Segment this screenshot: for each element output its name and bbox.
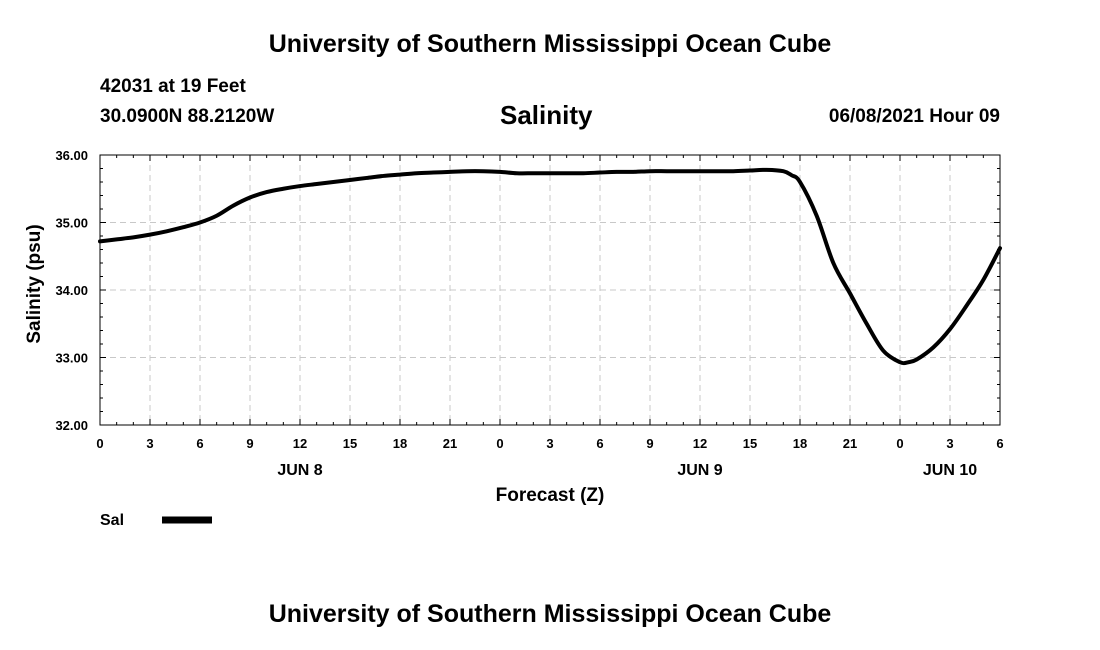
y-tick-label: 33.00	[55, 351, 88, 366]
x-tick-label: 0	[496, 436, 503, 451]
grid-lines	[100, 155, 1000, 425]
x-tick-label: 15	[343, 436, 357, 451]
y-tick-label: 34.00	[55, 283, 88, 298]
footer-title: University of Southern Mississippi Ocean…	[268, 600, 832, 628]
x-tick-label: 18	[393, 436, 407, 451]
x-tick-label: 6	[196, 436, 203, 451]
axis-tick-labels: 0 3 6 9 12 15 18 21 0 3 6 9 12 15 18 21 0 3 6 32.00 33.00 34.…	[55, 148, 1003, 479]
date-label: JUN 9	[677, 462, 722, 479]
date-label: JUN 8	[277, 462, 322, 479]
chart-title: Salinity	[500, 100, 593, 130]
y-tick-label: 32.00	[55, 418, 88, 433]
x-tick-label: 9	[646, 436, 653, 451]
datetime-label: 06/08/2021 Hour 09	[828, 106, 1000, 127]
x-tick-label: 12	[693, 436, 707, 451]
legend: Sal	[100, 512, 212, 529]
series-line-sal	[98, 167, 1002, 366]
x-tick-label: 12	[293, 436, 307, 451]
x-tick-label: 21	[843, 436, 857, 451]
y-tick-label: 36.00	[55, 148, 88, 163]
station-label: 42031 at 19 Feet	[100, 76, 246, 97]
x-tick-label: 21	[443, 436, 457, 451]
x-tick-label: 3	[146, 436, 153, 451]
x-tick-label: 0	[96, 436, 103, 451]
header-title: University of Southern Mississippi Ocean…	[268, 30, 832, 58]
x-axis-title: Forecast (Z)	[496, 485, 605, 506]
coordinates-label: 30.0900N 88.2120W	[100, 106, 275, 127]
x-tick-label: 18	[793, 436, 807, 451]
x-tick-label: 6	[596, 436, 603, 451]
plot-frame	[99, 154, 1001, 426]
series-layer	[98, 167, 1002, 366]
legend-label: Sal	[100, 512, 124, 529]
x-tick-label: 0	[896, 436, 903, 451]
x-tick-label: 3	[946, 436, 953, 451]
y-axis-title: Salinity (psu)	[24, 224, 45, 343]
x-tick-label: 3	[546, 436, 553, 451]
y-tick-label: 35.00	[55, 216, 88, 231]
date-label: JUN 10	[923, 462, 977, 479]
x-tick-label: 9	[246, 436, 253, 451]
x-tick-label: 15	[743, 436, 757, 451]
x-tick-label: 6	[996, 436, 1003, 451]
